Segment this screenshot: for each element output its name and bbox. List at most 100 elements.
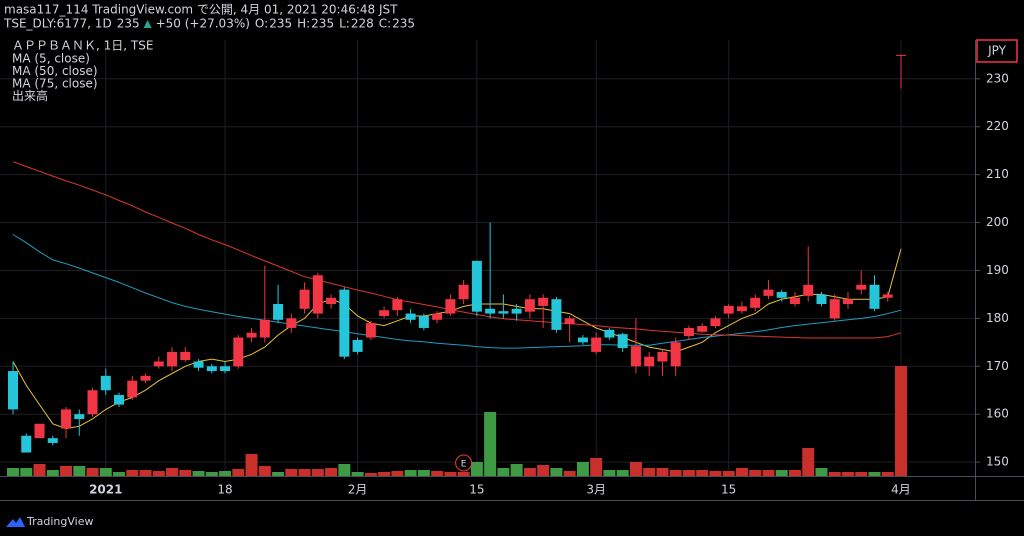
- ohlc-value: 235: [392, 17, 415, 31]
- candle-body: [524, 299, 535, 312]
- legend: MA (5, close)MA (50, close)MA (75, close…: [12, 52, 98, 104]
- ohlc-label: O:: [255, 17, 268, 31]
- candle-body: [789, 297, 800, 304]
- volume-bar: [762, 470, 775, 476]
- ma-line: [12, 234, 902, 349]
- volume-bar: [404, 470, 417, 476]
- x-tick-label: 18: [217, 483, 232, 497]
- x-tick-label: 4月: [891, 483, 911, 497]
- candle-body: [246, 332, 257, 338]
- ohlc-label: H:: [297, 17, 310, 31]
- candle-body: [392, 299, 403, 311]
- volume-bar: [815, 468, 828, 476]
- footer-brand: TradingView: [26, 515, 93, 528]
- volume-bar: [775, 470, 788, 476]
- candle-body: [896, 54, 906, 56]
- candle-body: [776, 292, 787, 298]
- volume-bar: [245, 454, 258, 476]
- volume-bar: [563, 471, 576, 476]
- candle-body: [259, 319, 270, 338]
- volume-bar: [576, 462, 589, 476]
- logo-icon: [6, 517, 25, 527]
- ohlc-label: C:: [379, 17, 391, 31]
- candle-body: [365, 323, 376, 338]
- candle-body: [577, 337, 588, 343]
- candle-body: [299, 289, 310, 309]
- volume-bar: [219, 471, 232, 476]
- candle-body: [617, 334, 628, 349]
- y-tick-label: 170: [986, 359, 1009, 373]
- x-tick-label: 2021: [89, 483, 122, 497]
- volume-bar: [696, 470, 709, 476]
- candle-body: [100, 375, 111, 391]
- candle-body: [21, 435, 32, 453]
- candle-body: [842, 299, 853, 304]
- volume-bar: [272, 472, 285, 476]
- volume-bar: [60, 466, 73, 476]
- volume-pane: [7, 366, 907, 476]
- candle-body: [723, 305, 734, 314]
- volume-bar: [179, 470, 192, 476]
- candle-body: [167, 351, 178, 367]
- candle-body: [750, 297, 761, 308]
- candle-body: [140, 375, 151, 381]
- candle-body: [856, 284, 867, 290]
- ohlc-label: L:: [339, 17, 350, 31]
- candle-body: [87, 390, 98, 415]
- volume-bar: [285, 469, 298, 476]
- axes: 150 160 170 180 190 200 210 220 230 2021 18 2月 15 3月 1…: [89, 71, 1009, 496]
- y-tick-label: 220: [986, 119, 1009, 133]
- candle-body: [458, 284, 469, 300]
- candle-body: [551, 299, 562, 330]
- candle-body: [220, 366, 231, 372]
- candle-body: [379, 310, 390, 316]
- footer-logo: TradingView: [6, 515, 93, 528]
- volume-bar: [431, 471, 444, 476]
- volume-bar: [855, 472, 868, 476]
- candle-body: [273, 303, 284, 320]
- volume-bar: [603, 470, 616, 476]
- candle-body: [736, 306, 747, 312]
- volume-bar: [232, 469, 245, 476]
- candle-body: [803, 284, 814, 296]
- volume-bar: [470, 462, 483, 476]
- candle-body: [683, 327, 694, 337]
- volume-bar: [590, 458, 603, 476]
- candle-body: [405, 313, 416, 320]
- ma-line: [12, 161, 902, 339]
- y-tick-label: 230: [986, 71, 1009, 85]
- candle-body: [538, 297, 549, 306]
- volume-bar: [749, 470, 762, 476]
- volume-bar: [537, 465, 550, 476]
- volume-bar: [33, 464, 46, 476]
- candle-body: [432, 313, 443, 320]
- volume-bar: [351, 472, 364, 476]
- ohlc-value: 235: [311, 17, 334, 31]
- volume-bar: [550, 468, 563, 476]
- volume-bar: [629, 462, 642, 476]
- volume-bar: [722, 471, 735, 476]
- volume-bar: [73, 466, 86, 476]
- volume-bar: [735, 468, 748, 476]
- volume-bar: [205, 472, 218, 476]
- legend-volume: 出来高: [12, 88, 48, 103]
- volume-bar: [378, 472, 391, 476]
- candle-body: [34, 423, 45, 439]
- candle-body: [498, 311, 509, 314]
- up-arrow: [143, 20, 152, 28]
- volume-bar: [497, 468, 510, 476]
- candle-body: [829, 299, 840, 319]
- earnings-label: E: [461, 460, 467, 470]
- volume-bar: [616, 470, 629, 476]
- candle-body: [180, 351, 191, 361]
- candle-body: [816, 294, 827, 304]
- y-tick-label: 190: [986, 263, 1009, 277]
- candle-body: [471, 260, 482, 312]
- candles: E: [8, 54, 906, 472]
- price: 235: [117, 17, 140, 31]
- x-tick-label: 2月: [348, 483, 368, 497]
- y-tick-label: 210: [986, 167, 1009, 181]
- candle-body: [74, 414, 85, 419]
